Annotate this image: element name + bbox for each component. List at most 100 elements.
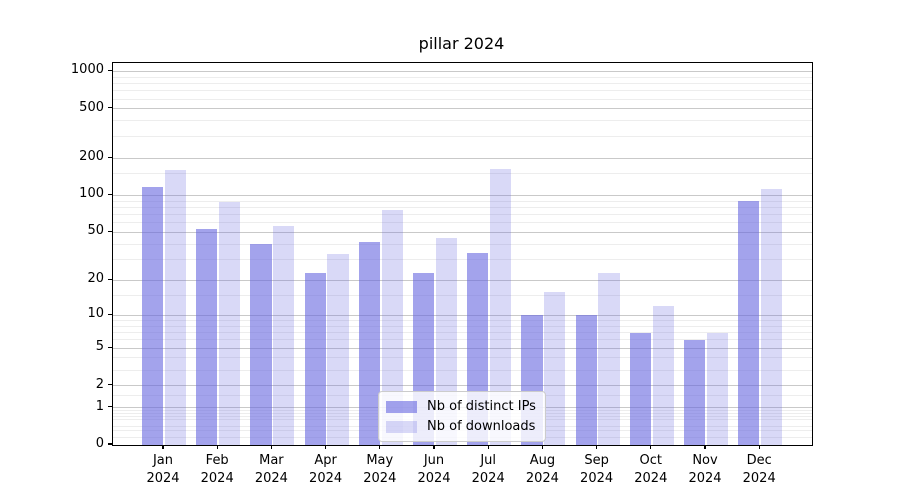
- x-tick-label-dec-2024: Dec 2024: [742, 453, 776, 486]
- gridline-major-200: [113, 157, 812, 159]
- gridline-minor: [113, 135, 812, 137]
- gridline-minor: [113, 332, 812, 334]
- gridline-major-20: [113, 279, 812, 281]
- y-tick-label-50: 50: [87, 223, 104, 239]
- x-tick-apr-2024: [325, 445, 327, 449]
- y-tick-1: [108, 405, 112, 408]
- x-tick-label-feb-2024: Feb 2024: [200, 453, 234, 486]
- x-tick-may-2024: [379, 445, 381, 449]
- legend-item-distinct-ips: Nb of distinct IPs: [386, 398, 536, 415]
- bar-distinct-ips-may-2024: [358, 241, 380, 445]
- y-tick-2: [108, 383, 112, 386]
- y-tick-label-1000: 1000: [70, 62, 104, 78]
- gridline-major-1000: [113, 70, 812, 72]
- legend-item-downloads: Nb of downloads: [386, 418, 536, 435]
- y-tick-label-2: 2: [95, 376, 104, 392]
- bar-downloads-mar-2024: [273, 226, 295, 445]
- y-tick-label-20: 20: [87, 271, 104, 287]
- gridline-minor: [113, 76, 812, 78]
- bar-distinct-ips-sep-2024: [575, 315, 597, 445]
- x-tick-label-jun-2024: Jun 2024: [417, 453, 451, 486]
- x-tick-nov-2024: [704, 445, 706, 449]
- bar-distinct-ips-oct-2024: [629, 332, 651, 445]
- bar-downloads-jul-2024: [490, 168, 512, 445]
- gridline-minor: [113, 120, 812, 122]
- y-tick-200: [108, 156, 112, 158]
- bar-distinct-ips-feb-2024: [196, 229, 218, 445]
- gridline-minor: [113, 357, 812, 359]
- gridline-major-10: [113, 314, 812, 316]
- x-tick-mar-2024: [270, 445, 272, 449]
- y-tick-100: [108, 193, 112, 196]
- x-tick-dec-2024: [758, 445, 760, 449]
- bar-distinct-ips-mar-2024: [250, 244, 272, 445]
- gridline-minor: [113, 222, 812, 224]
- gridline-minor: [113, 200, 812, 202]
- x-tick-feb-2024: [216, 445, 218, 449]
- x-tick-label-jul-2024: Jul 2024: [471, 453, 505, 486]
- gridline-minor: [113, 320, 812, 321]
- y-tick-label-5: 5: [95, 339, 104, 355]
- bar-downloads-feb-2024: [219, 202, 241, 445]
- x-tick-label-nov-2024: Nov 2024: [688, 453, 722, 486]
- bar-downloads-apr-2024: [327, 254, 349, 445]
- x-tick-label-aug-2024: Aug 2024: [525, 453, 559, 486]
- gridline-major-50: [113, 231, 812, 233]
- legend-swatch-distinct-ips: [386, 400, 417, 413]
- bar-downloads-dec-2024: [761, 189, 783, 445]
- bar-distinct-ips-dec-2024: [738, 201, 760, 445]
- plot-area: [112, 62, 813, 446]
- legend-swatch-downloads: [386, 420, 417, 433]
- bar-downloads-may-2024: [381, 210, 403, 445]
- gridline-minor: [113, 325, 812, 327]
- x-tick-label-jan-2024: Jan 2024: [146, 453, 180, 486]
- y-tick-50: [108, 230, 112, 232]
- x-tick-label-mar-2024: Mar 2024: [254, 453, 288, 486]
- legend-label-downloads: Nb of downloads: [427, 419, 536, 434]
- y-tick-10: [108, 313, 112, 315]
- gridline-major-100: [113, 194, 812, 196]
- bar-distinct-ips-apr-2024: [304, 273, 326, 445]
- gridline-minor: [113, 98, 812, 100]
- y-tick-label-200: 200: [79, 149, 104, 165]
- x-tick-sep-2024: [596, 445, 598, 449]
- y-tick-500: [108, 107, 112, 109]
- gridline-minor: [113, 258, 812, 260]
- x-tick-oct-2024: [650, 445, 652, 449]
- x-tick-label-oct-2024: Oct 2024: [634, 453, 668, 486]
- legend: Nb of distinct IPs Nb of downloads: [378, 391, 546, 442]
- gridline-minor: [113, 90, 812, 92]
- bar-distinct-ips-jan-2024: [142, 186, 164, 445]
- x-tick-jul-2024: [487, 445, 489, 449]
- y-tick-label-500: 500: [79, 99, 104, 115]
- gridline-major-5: [113, 347, 812, 349]
- y-tick-label-1: 1: [95, 398, 104, 414]
- gridline-minor: [113, 206, 812, 208]
- x-tick-label-apr-2024: Apr 2024: [309, 453, 343, 486]
- x-tick-aug-2024: [541, 445, 543, 449]
- x-tick-jan-2024: [162, 445, 164, 449]
- x-tick-label-may-2024: May 2024: [363, 453, 397, 486]
- gridline-minor: [113, 294, 812, 296]
- gridline-minor: [113, 82, 812, 84]
- y-tick-20: [108, 278, 112, 280]
- y-tick-1000: [108, 69, 112, 72]
- bar-distinct-ips-nov-2024: [684, 339, 706, 445]
- y-tick-label-10: 10: [87, 306, 104, 322]
- bar-downloads-aug-2024: [544, 291, 566, 445]
- x-tick-jun-2024: [433, 445, 435, 449]
- gridline-minor: [113, 369, 812, 371]
- y-tick-label-0: 0: [95, 436, 104, 451]
- gridline-minor: [113, 214, 812, 216]
- gridline-minor: [113, 339, 812, 341]
- bar-downloads-oct-2024: [652, 306, 674, 445]
- y-tick-0: [108, 443, 112, 445]
- bar-downloads-nov-2024: [706, 332, 728, 445]
- chart-title: pillar 2024: [418, 34, 505, 53]
- gridline-major-500: [113, 108, 812, 110]
- y-tick-label-100: 100: [79, 186, 104, 202]
- gridline-major-2: [113, 385, 812, 387]
- bar-downloads-sep-2024: [598, 273, 620, 445]
- x-tick-label-sep-2024: Sep 2024: [580, 453, 614, 486]
